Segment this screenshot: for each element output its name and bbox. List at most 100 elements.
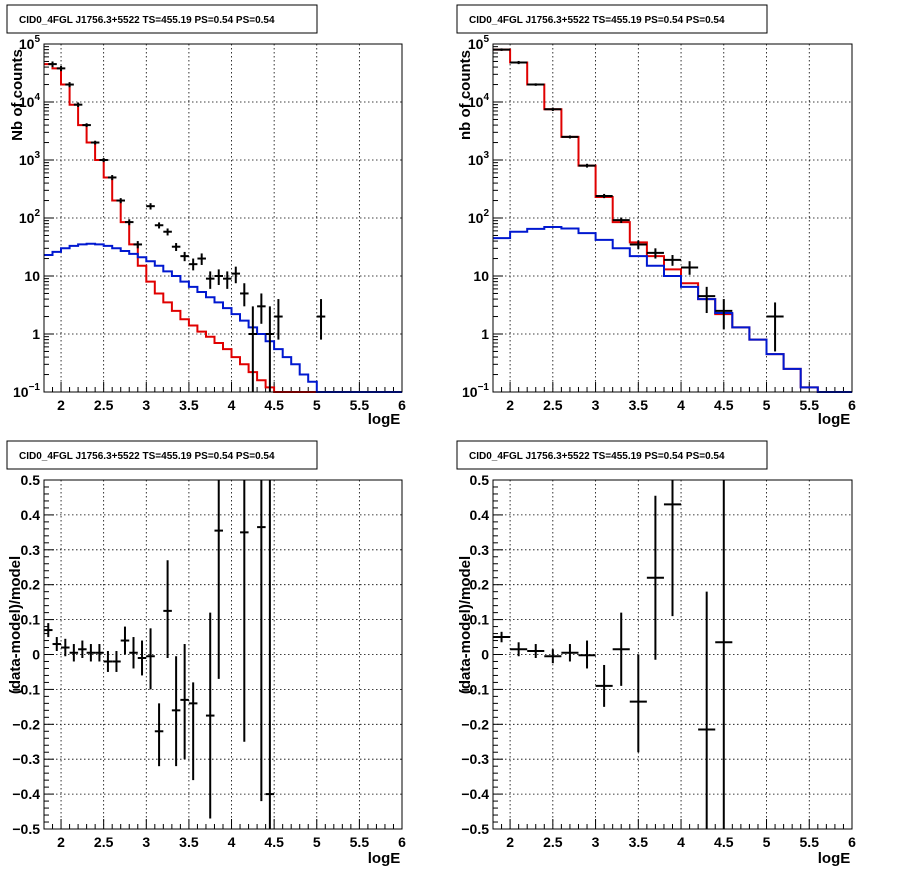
- y-tick-label: 0.4: [21, 507, 41, 523]
- data-point: [578, 640, 596, 669]
- y-tick-label: −0.2: [12, 716, 40, 732]
- x-tick-label: 5.5: [800, 834, 820, 850]
- y-tick-exponent: 3: [34, 150, 40, 161]
- y-tick-label: −0.2: [461, 716, 489, 732]
- y-axis-title: (data-model)/model: [7, 556, 24, 694]
- y-tick-label: 105: [19, 34, 41, 52]
- x-tick-label: 3: [142, 834, 150, 850]
- panel-bottom-left: 2 2.5 3 3.5 4 4.5 5 5.5 6 −0.5 −0.4 −0.3 −0.2 −0.1 0 0.…: [6, 440, 406, 867]
- y-tick-label: 103: [19, 150, 41, 168]
- panel-top-right: 2 2.5 3 3.5 4 4.5 5 5.5 610−1110102103104105logE…: [456, 4, 856, 428]
- data-point: [715, 299, 733, 330]
- plot-border: [492, 43, 853, 393]
- data-point: [493, 631, 511, 643]
- data-points: [493, 48, 784, 352]
- x-tick-label: 4.5: [714, 397, 734, 413]
- plot-border: [43, 43, 403, 393]
- x-axis-title: logE: [368, 411, 401, 428]
- x-tick-label: 3.5: [629, 834, 649, 850]
- data-point: [257, 480, 266, 802]
- y-tick-label: 1: [32, 326, 40, 342]
- x-tick-label: 6: [848, 834, 856, 850]
- data-point: [61, 638, 70, 657]
- data-point: [205, 612, 215, 819]
- data-point: [137, 640, 147, 676]
- y-tick-label: −0.4: [461, 786, 489, 802]
- component-histogram: [44, 242, 402, 393]
- y-tick-exponent: 3: [483, 150, 489, 161]
- x-tick-label: 4.5: [264, 834, 284, 850]
- data-point: [73, 102, 83, 107]
- data-point: [65, 82, 74, 88]
- y-tick-base: 10: [19, 210, 35, 226]
- data-point: [681, 261, 699, 275]
- data-point: [44, 623, 53, 638]
- data-point: [99, 158, 108, 163]
- y-tick-exponent: 2: [483, 208, 489, 219]
- data-point: [561, 135, 579, 139]
- data-point: [48, 61, 57, 68]
- x-tick-label: 3.5: [179, 834, 199, 850]
- data-point: [698, 591, 716, 829]
- y-tick-base: 10: [468, 36, 484, 52]
- x-tick-label: 5: [763, 834, 771, 850]
- x-tick-label: 2: [506, 834, 514, 850]
- x-tick-label: 3: [592, 834, 600, 850]
- y-tick-exponent: 4: [34, 92, 40, 103]
- data-point: [116, 198, 125, 204]
- data-point: [146, 203, 155, 210]
- y-tick-label: 0.2: [470, 577, 490, 593]
- y-tick-label: 10−1: [462, 382, 489, 400]
- y-axis-title: Nb of counts: [9, 49, 26, 141]
- x-axis-title: logE: [368, 850, 401, 867]
- x-tick-label: 2.5: [543, 834, 563, 850]
- data-point: [223, 271, 232, 289]
- component-histogram: [493, 226, 852, 393]
- x-tick-label: 5: [313, 834, 321, 850]
- data-point: [595, 193, 613, 199]
- y-tick-label: −0.3: [12, 751, 40, 767]
- y-tick-label: 0.5: [470, 472, 490, 488]
- y-tick-label: −0.5: [12, 821, 40, 837]
- data-point: [629, 240, 647, 250]
- title-box: [6, 440, 318, 470]
- data-point: [698, 286, 716, 314]
- data-point: [248, 306, 258, 392]
- x-tick-label: 4: [677, 834, 685, 850]
- data-point: [120, 626, 130, 655]
- y-axis-title: nb of counts: [457, 50, 474, 140]
- data-point: [86, 644, 96, 662]
- data-point: [69, 644, 79, 662]
- y-tick-label: 10: [473, 268, 489, 284]
- data-point: [95, 644, 104, 662]
- panel-top-left: 2 2.5 3 3.5 4 4.5 5 5.5 610−1110102103104105logE…: [6, 4, 406, 428]
- x-tick-label: 5.5: [350, 397, 370, 413]
- data-point: [240, 283, 249, 307]
- data-point: [171, 243, 181, 251]
- data-points: [48, 61, 326, 392]
- y-tick-exponent: 5: [34, 34, 40, 45]
- y-tick-base: 10: [468, 152, 484, 168]
- data-point: [595, 664, 613, 707]
- data-point: [316, 299, 326, 340]
- data-point: [612, 217, 630, 223]
- y-tick-label: 0.3: [470, 542, 490, 558]
- data-point: [124, 219, 134, 226]
- data-point: [257, 293, 266, 324]
- data-point: [646, 248, 664, 259]
- data-point: [265, 480, 275, 829]
- plot-frame: [43, 43, 403, 393]
- y-tick-base: 10: [19, 152, 35, 168]
- x-tick-label: 4: [228, 834, 236, 850]
- chart-title: CID0_4FGL J1756.3+5522 TS=455.19 PS=0.54…: [469, 15, 725, 26]
- x-tick-label: 3.5: [629, 397, 649, 413]
- y-tick-label: 0.1: [21, 612, 41, 628]
- data-points: [44, 480, 275, 829]
- y-tick-exponent: 5: [483, 34, 489, 45]
- x-tick-label: 3: [592, 397, 600, 413]
- x-axis-title: logE: [818, 850, 851, 867]
- x-tick-label: 2.5: [543, 397, 563, 413]
- data-point: [766, 302, 784, 352]
- data-point: [163, 560, 172, 658]
- data-point: [240, 480, 249, 742]
